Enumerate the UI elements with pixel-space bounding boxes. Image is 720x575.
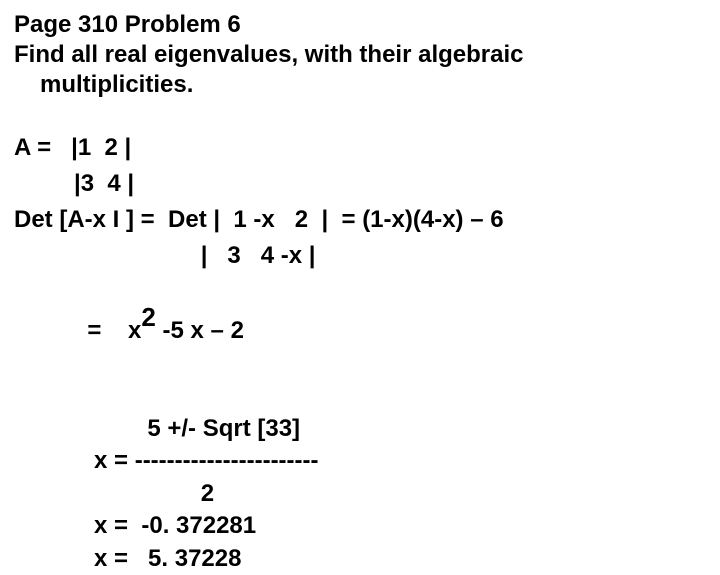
problem-statement-line2: multiplicities. [14, 70, 706, 100]
quadratic-numerator: 5 +/- Sqrt [33] [94, 413, 706, 445]
determinant-line-2: | 3 4 -x | [14, 238, 706, 274]
solution-block: 5 +/- Sqrt [33] x = --------------------… [94, 413, 706, 575]
exponent-2: 2 [141, 302, 155, 332]
matrix-row-1: A = |1 2 | [14, 130, 706, 166]
quadratic-fraction-bar: x = ----------------------- [94, 445, 706, 477]
quadratic-denominator: 2 [94, 478, 706, 510]
root-1: x = -0. 372281 [94, 510, 706, 542]
polynomial-prefix: = x [41, 317, 142, 344]
polynomial-suffix: -5 x – 2 [156, 317, 244, 344]
root-2: x = 5. 37228 [94, 543, 706, 575]
page-problem-number: Page 310 Problem 6 [14, 10, 706, 40]
problem-header: Page 310 Problem 6 Find all real eigenva… [14, 10, 706, 100]
matrix-row-2: |3 4 | [14, 166, 706, 202]
determinant-line-1: Det [A-x I ] = Det | 1 -x 2 | = (1-x)(4-… [14, 202, 706, 238]
problem-statement-line1: Find all real eigenvalues, with their al… [14, 40, 706, 70]
polynomial-line: = x2 -5 x – 2 [14, 274, 706, 385]
work-area: A = |1 2 | |3 4 | Det [A-x I ] = Det | 1… [14, 130, 706, 385]
